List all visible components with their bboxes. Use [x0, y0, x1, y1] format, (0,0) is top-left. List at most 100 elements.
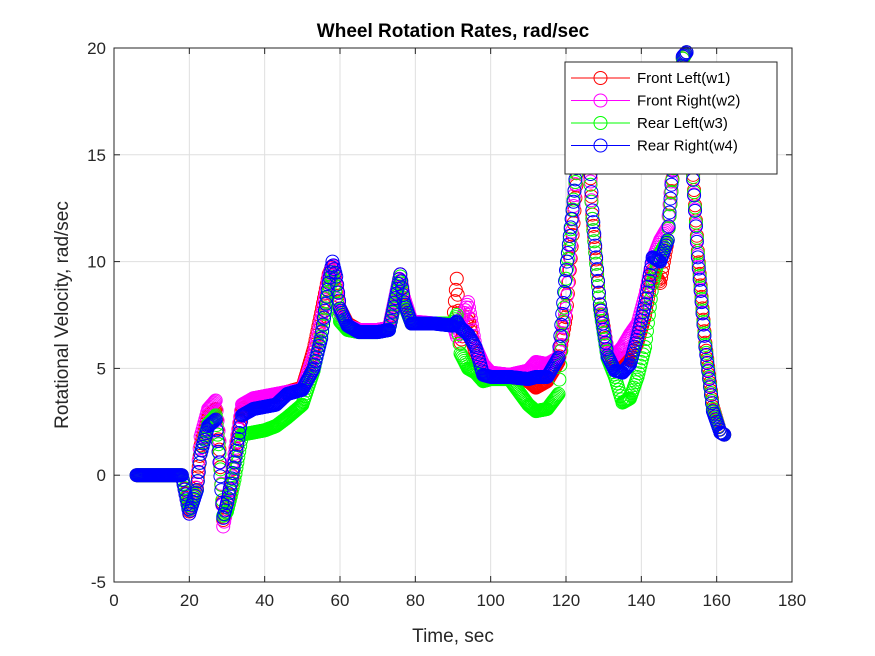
data-point: [664, 177, 679, 192]
data-point: [220, 495, 234, 510]
x-tick-label: 160: [702, 591, 730, 610]
data-point: [174, 468, 189, 483]
data-point: [316, 317, 331, 332]
data-point: [177, 482, 192, 497]
data-point: [389, 286, 404, 301]
data-point: [639, 291, 654, 306]
data-point: [212, 455, 227, 470]
data-point: [381, 322, 396, 337]
data-point: [393, 267, 408, 282]
data-point: [317, 303, 332, 318]
x-tick-label: 60: [331, 591, 350, 610]
data-point: [584, 194, 599, 209]
data-point: [693, 283, 708, 298]
data-point: [230, 437, 245, 452]
data-point: [316, 310, 331, 325]
x-tick-label: 20: [180, 591, 199, 610]
data-point: [175, 473, 190, 488]
data-point: [619, 361, 634, 376]
data-point: [587, 234, 602, 249]
x-tick-label: 80: [406, 591, 425, 610]
x-tick-label: 40: [255, 591, 274, 610]
data-point: [661, 219, 676, 234]
data-point: [329, 269, 344, 284]
data-point: [691, 261, 706, 276]
data-point: [662, 205, 677, 220]
legend-box: [564, 61, 778, 175]
data-point: [305, 363, 320, 378]
data-point: [315, 324, 330, 339]
data-point: [664, 185, 679, 200]
data-point: [224, 471, 239, 486]
data-point: [695, 303, 710, 318]
data-point: [293, 399, 308, 414]
data-point: [556, 314, 571, 329]
data-point: [704, 396, 719, 411]
data-point: [591, 290, 606, 305]
data-point: [696, 314, 711, 329]
data-point: [639, 285, 654, 300]
data-point: [589, 256, 604, 271]
data-point: [695, 306, 710, 321]
data-point: [692, 272, 707, 287]
y-tick-label: 5: [97, 359, 106, 378]
data-point: [688, 215, 703, 230]
data-point: [191, 465, 206, 479]
data-point: [221, 486, 236, 501]
data-point: [585, 203, 600, 218]
data-point: [699, 348, 714, 363]
legend-marker: [593, 138, 608, 153]
data-point: [663, 191, 678, 206]
data-point: [204, 415, 219, 430]
y-axis-label: Rotational Velocity, rad/sec: [52, 201, 73, 429]
data-point: [209, 423, 224, 438]
data-point: [563, 220, 578, 235]
data-point: [225, 466, 240, 481]
data-point: [717, 427, 732, 442]
data-point: [556, 295, 571, 310]
data-point: [395, 281, 410, 296]
data-point: [664, 174, 679, 189]
data-point: [693, 280, 708, 295]
data-point: [383, 313, 398, 328]
data-point: [564, 211, 579, 226]
data-point: [207, 413, 222, 428]
data-point: [687, 188, 702, 203]
x-tick-label: 180: [778, 591, 806, 610]
data-point: [330, 277, 345, 292]
data-point: [559, 254, 574, 269]
data-point: [586, 218, 601, 233]
data-point: [192, 448, 207, 463]
data-point: [449, 271, 464, 286]
data-point: [663, 197, 678, 212]
data-point: [304, 364, 319, 379]
data-point: [588, 241, 603, 256]
data-point: [565, 203, 580, 218]
data-point: [588, 238, 603, 253]
data-point: [691, 257, 706, 272]
data-point: [638, 297, 653, 312]
data-point: [702, 372, 717, 387]
data-point: [226, 476, 241, 491]
data-point: [694, 295, 709, 310]
data-point: [584, 185, 599, 200]
data-point: [385, 304, 400, 319]
data-point: [551, 387, 566, 402]
data-point: [214, 477, 229, 492]
legend: Front Left(w1) Front Right(w2) Rear Left(w…: [564, 61, 778, 175]
data-point: [557, 285, 572, 300]
data-point: [591, 273, 606, 288]
data-point: [557, 300, 572, 315]
data-point: [206, 414, 221, 429]
data-point: [210, 434, 225, 449]
data-point: [591, 285, 606, 300]
data-point: [640, 279, 655, 294]
y-tick-label: 0: [97, 466, 106, 485]
data-point: [590, 262, 605, 277]
data-point: [384, 309, 399, 324]
axes-box: [113, 47, 793, 583]
legend-marker: [593, 71, 608, 85]
data-point: [555, 306, 570, 321]
data-point: [583, 177, 598, 192]
